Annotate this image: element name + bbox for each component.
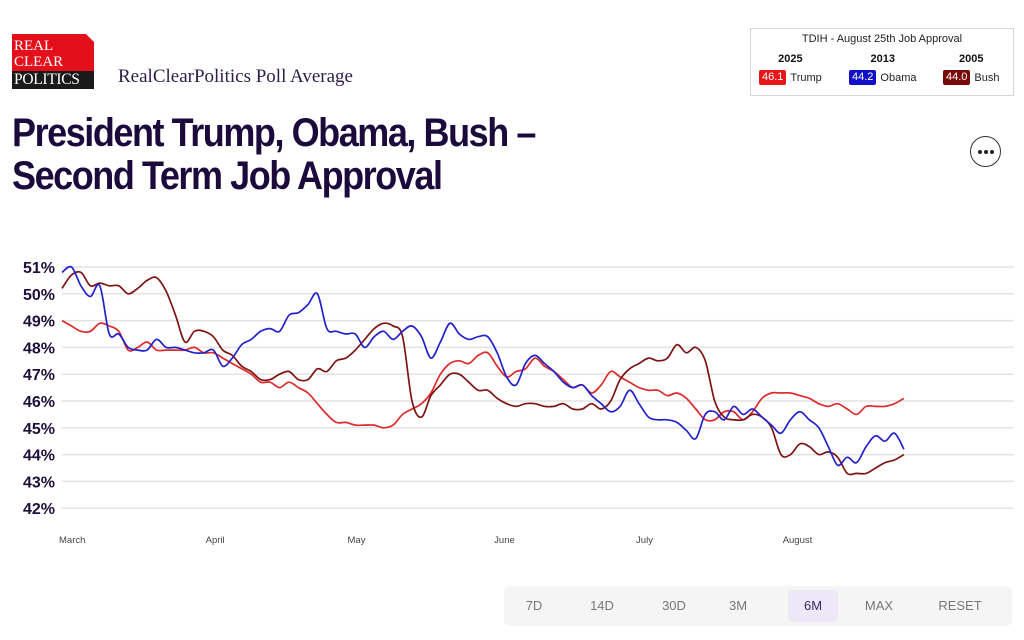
title-line-2: Second Term Job Approval <box>12 154 443 198</box>
y-tick-label: 51% <box>23 260 55 277</box>
y-tick-label: 42% <box>23 501 55 518</box>
range-button-max[interactable]: MAX <box>864 598 894 613</box>
more-dot <box>989 149 994 154</box>
tdih-value-badge: 44.0 <box>943 70 971 85</box>
range-button-6m[interactable]: 6M <box>788 590 838 622</box>
x-tick-label: March <box>59 535 85 546</box>
tdih-year: 2005 <box>959 53 984 65</box>
rcp-logo[interactable]: REAL CLEAR POLITICS <box>12 34 94 89</box>
tdih-year: 2025 <box>778 53 803 65</box>
tdih-name: Bush <box>974 71 1000 84</box>
title-line-1: President Trump, Obama, Bush – <box>12 111 536 155</box>
range-button-14d[interactable]: 14D <box>590 598 614 613</box>
range-button-reset[interactable]: RESET <box>938 598 982 613</box>
y-tick-label: 49% <box>23 314 55 331</box>
logo-text-clear: CLEAR <box>14 54 64 70</box>
tdih-name: Obama <box>880 71 917 84</box>
tdih-value-badge: 44.2 <box>849 70 877 85</box>
y-tick-label: 46% <box>23 394 55 411</box>
tdih-entry-trump: 2025 46.1 Trump <box>759 53 822 85</box>
x-tick-label: June <box>494 535 515 546</box>
series-line-obama[interactable] <box>61 265 905 467</box>
more-horizontal-icon <box>977 149 982 154</box>
page-title: President Trump, Obama, Bush – Second Te… <box>12 111 536 198</box>
range-button-30d[interactable]: 30D <box>662 598 686 613</box>
tdih-year: 2013 <box>870 53 895 65</box>
logo-text-politics: POLITICS <box>14 71 80 88</box>
y-tick-label: 44% <box>23 448 55 465</box>
x-tick-label: April <box>206 535 225 546</box>
tdih-panel: TDIH - August 25th Job Approval 2025 46.… <box>750 28 1014 96</box>
series-lines <box>61 265 905 476</box>
range-button-7d[interactable]: 7D <box>525 598 543 613</box>
poll-average-subtitle: RealClearPolitics Poll Average <box>118 66 353 87</box>
y-tick-label: 45% <box>23 421 55 438</box>
series-line-bush[interactable] <box>61 270 905 476</box>
x-axis-ticks: March April May June July August <box>59 535 813 546</box>
approval-line-chart[interactable]: 42% 43% 44% 45% 46% 47% 48% 49% 50% 51% March Apri… <box>0 250 1024 550</box>
y-tick-label: 48% <box>23 340 55 357</box>
y-tick-label: 43% <box>23 474 55 491</box>
logo-black-block <box>12 71 94 89</box>
range-button-3m[interactable]: 3M <box>728 598 748 613</box>
logo-text-real: REAL <box>14 38 54 54</box>
more-options-button[interactable] <box>970 136 1001 167</box>
x-tick-label: July <box>636 535 653 546</box>
y-tick-label: 50% <box>23 287 55 304</box>
y-axis-ticks: 42% 43% 44% 45% 46% 47% 48% 49% 50% 51% <box>23 260 55 518</box>
logo-red-block <box>12 34 94 72</box>
tdih-value-badge: 46.1 <box>759 70 787 85</box>
time-range-selector: 7D 14D 30D 3M 6M MAX RESET <box>504 586 1012 626</box>
x-tick-label: May <box>348 535 366 546</box>
y-tick-label: 47% <box>23 367 55 384</box>
tdih-entry-obama: 2013 44.2 Obama <box>849 53 917 85</box>
gridlines <box>62 266 1014 509</box>
tdih-heading: TDIH - August 25th Job Approval <box>801 33 963 45</box>
tdih-entry-bush: 2005 44.0 Bush <box>943 53 1000 85</box>
more-dot <box>983 149 988 154</box>
x-tick-label: August <box>783 535 813 546</box>
tdih-name: Trump <box>790 71 822 84</box>
